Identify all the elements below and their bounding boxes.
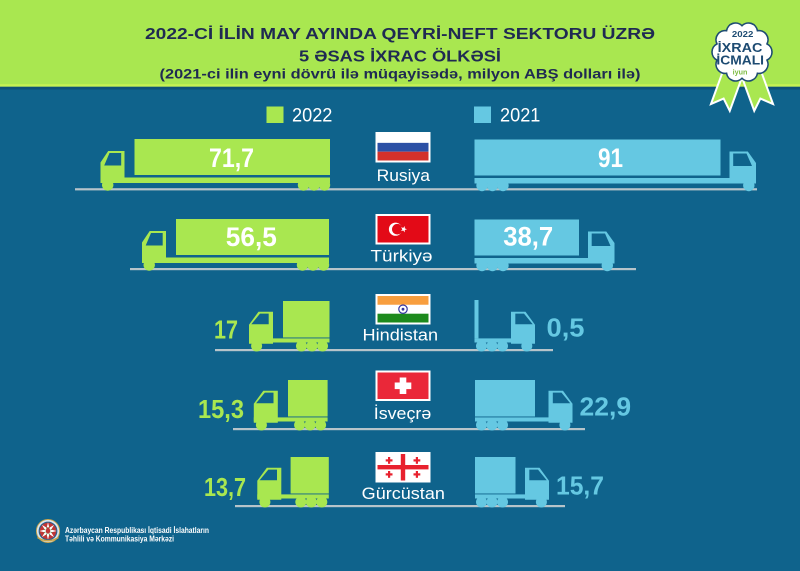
svg-text:İXRAC: İXRAC [718, 40, 763, 55]
svg-text:Türkiyə: Türkiyə [371, 247, 433, 265]
svg-text:38,7: 38,7 [503, 222, 553, 252]
svg-text:(2021-ci ilin eyni dövrü ilə m: (2021-ci ilin eyni dövrü ilə müqayisədə,… [160, 66, 641, 82]
svg-text:15,3: 15,3 [198, 396, 244, 424]
svg-text:2022-Cİ İLİN MAY AYINDA QEYRİ-: 2022-Cİ İLİN MAY AYINDA QEYRİ-NEFT SEKTO… [145, 26, 655, 43]
svg-text:91: 91 [598, 143, 623, 173]
svg-text:Gürcüstan: Gürcüstan [362, 485, 445, 503]
svg-text:13,7: 13,7 [204, 474, 246, 502]
svg-text:2022: 2022 [292, 105, 332, 127]
svg-text:Azərbaycan Respublikası İqtisa: Azərbaycan Respublikası İqtisadi İslahat… [65, 526, 209, 535]
svg-text:İsveçrə: İsveçrə [374, 404, 432, 423]
svg-text:İCMALI: İCMALI [716, 52, 764, 67]
svg-text:22,9: 22,9 [580, 394, 632, 422]
svg-text:15,7: 15,7 [556, 473, 604, 501]
svg-text:Rusiya: Rusiya [377, 167, 431, 185]
svg-text:71,7: 71,7 [209, 143, 254, 173]
svg-text:2021: 2021 [500, 105, 540, 127]
svg-text:56,5: 56,5 [226, 222, 277, 252]
svg-text:5 ƏSAS İXRAC ÖLKƏSİ: 5 ƏSAS İXRAC ÖLKƏSİ [299, 49, 501, 66]
svg-text:17: 17 [214, 317, 238, 345]
svg-text:Hindistan: Hindistan [363, 327, 439, 345]
svg-text:0,5: 0,5 [547, 315, 585, 343]
svg-text:2022: 2022 [732, 30, 754, 39]
svg-text:iyun: iyun [733, 68, 748, 77]
svg-text:Təhlili və Kommunikasiya Mərkə: Təhlili və Kommunikasiya Mərkəzi [65, 534, 174, 543]
